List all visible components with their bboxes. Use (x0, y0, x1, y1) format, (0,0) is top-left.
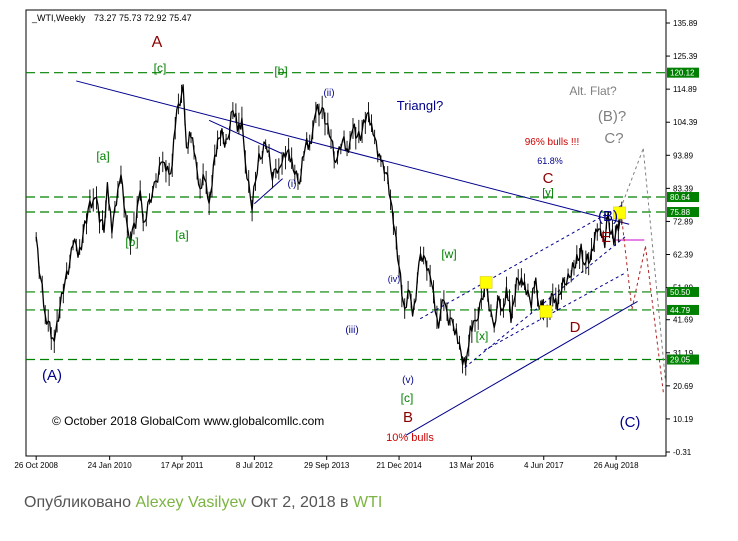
x-tick-label: 4 Jun 2017 (524, 461, 564, 470)
level-price-box (667, 354, 699, 365)
wave-label: [b] (125, 235, 138, 249)
channel-upper (419, 204, 622, 320)
wave-a-trendline (254, 178, 283, 205)
triangle-lower-line (405, 300, 638, 436)
wti-weekly-chart: 135.89 125.39 114.89 104.39 93.89 83.39 72.89 6… (14, 9, 699, 470)
y-tick-label: 41.69 (673, 316, 694, 325)
plot-area (25, 9, 667, 457)
level-price-label: 50.50 (670, 288, 691, 297)
chart-ohlc: 73.27 75.73 72.92 75.47 (94, 13, 192, 23)
wave-label: (B)? (598, 108, 626, 125)
wave-label: (iv) (388, 274, 401, 284)
level-price-box (667, 192, 699, 203)
trend-lines (76, 80, 667, 436)
level-price-box (667, 67, 699, 78)
y-tick-label: 135.89 (673, 19, 698, 28)
marker-boxes (479, 206, 626, 318)
wave-label: (C) (620, 414, 641, 431)
chart-title: _WTI,Weekly (31, 13, 86, 23)
wave-label: (i) (288, 179, 297, 190)
wave-marker-box (613, 206, 626, 220)
level-price-label: 80.64 (670, 193, 691, 202)
caption-date: Окт 2, 2018 в (250, 494, 349, 511)
level-price-label: 29.05 (670, 356, 691, 365)
wave-label: Triangl? (397, 98, 443, 113)
wave-label: A (152, 34, 163, 51)
level-price-box (667, 207, 699, 218)
level-price-label: 120.12 (670, 69, 695, 78)
channel-lower (464, 236, 626, 368)
level-price-box (667, 286, 699, 297)
wave-label: [c] (401, 391, 414, 405)
y-tick-label: 125.39 (673, 52, 698, 61)
wave-label: E (601, 229, 611, 246)
projection-e (631, 246, 646, 310)
caption-prefix: Опубликовано (24, 494, 132, 511)
wave-label: (A) (42, 367, 62, 384)
triangle-upper-line (76, 80, 630, 225)
instrument-link[interactable]: WTI (353, 494, 383, 511)
x-tick-label: 26 Aug 2018 (594, 461, 639, 470)
x-tick-label: 17 Apr 2011 (161, 461, 204, 470)
x-axis: 26 Oct 2008 24 Jan 2010 17 Apr 2011 8 Jul 2… (14, 456, 639, 470)
copyright-note: © October 2018 GlobalCom www.globalcomll… (52, 414, 324, 428)
price-series (35, 84, 623, 376)
x-tick-label: 26 Oct 2008 (14, 461, 58, 470)
y-tick-label: 20.69 (673, 382, 694, 391)
channel-mid (484, 272, 626, 351)
alt-projection-up (620, 148, 644, 209)
y-tick-label: 62.39 (673, 251, 694, 260)
wave-label: C (543, 170, 554, 187)
wave-label: [y] (542, 187, 554, 199)
wave-label: B (403, 409, 413, 426)
x-tick-label: 29 Sep 2013 (304, 461, 350, 470)
wave-label: [a] (175, 228, 188, 242)
wave-label: (B) (598, 208, 618, 225)
wave-annotations: A [c] [b] (ii) Triangl? Alt. Flat? (B)? C? 96% b… (42, 34, 640, 444)
y-tick-label: -0.31 (673, 448, 692, 457)
wave-label: [a] (96, 149, 109, 163)
level-lines: 120.12 80.64 75.88 50.50 44.79 29.05 (26, 67, 699, 365)
level-price-box (667, 304, 699, 315)
wave-label: 61.8% (537, 156, 563, 166)
projection-c-fall (644, 246, 665, 395)
wave-label: (v) (402, 375, 414, 386)
y-tick-label: 10.19 (673, 415, 694, 424)
chart-svg: 135.89 125.39 114.89 104.39 93.89 83.39 72.89 6… (14, 9, 699, 470)
y-tick-label: 114.89 (673, 85, 697, 94)
wave-label: (ii) (323, 88, 334, 99)
wave-label: C? (604, 130, 623, 147)
wave-label: D (570, 319, 581, 336)
projection-d (620, 208, 633, 310)
wave-label: [c] (154, 61, 167, 75)
x-tick-label: 21 Dec 2014 (376, 461, 422, 470)
x-tick-label: 24 Jan 2010 (88, 461, 133, 470)
wave-label: [w] (441, 247, 456, 261)
wave-label: Alt. Flat? (569, 84, 617, 98)
wave-label: [x] (476, 329, 489, 343)
wave-label: [b] (274, 64, 287, 78)
x-tick-label: 13 Mar 2016 (449, 461, 494, 470)
wave-marker-box (539, 305, 553, 318)
y-tick-label: 93.89 (673, 151, 694, 160)
y-tick-label: 83.39 (673, 184, 694, 193)
wave-label: (iii) (345, 325, 358, 336)
y-tick-label: 72.89 (673, 217, 694, 226)
wave-label: 96% bulls !!! (525, 137, 579, 148)
wave-marker-box (479, 276, 493, 289)
y-tick-label: 104.39 (673, 118, 698, 127)
level-price-label: 75.88 (670, 208, 691, 217)
y-tick-label: 31.19 (673, 349, 694, 358)
y-axis: 135.89 125.39 114.89 104.39 93.89 83.39 72.89 6… (666, 19, 698, 457)
publication-caption: Опубликовано Alexey Vasilyev Окт 2, 2018… (24, 494, 382, 512)
level-price-label: 44.79 (670, 306, 691, 315)
wave-label: 10% bulls (386, 432, 434, 444)
x-tick-label: 8 Jul 2012 (236, 461, 273, 470)
author-link[interactable]: Alexey Vasilyev (135, 494, 247, 511)
